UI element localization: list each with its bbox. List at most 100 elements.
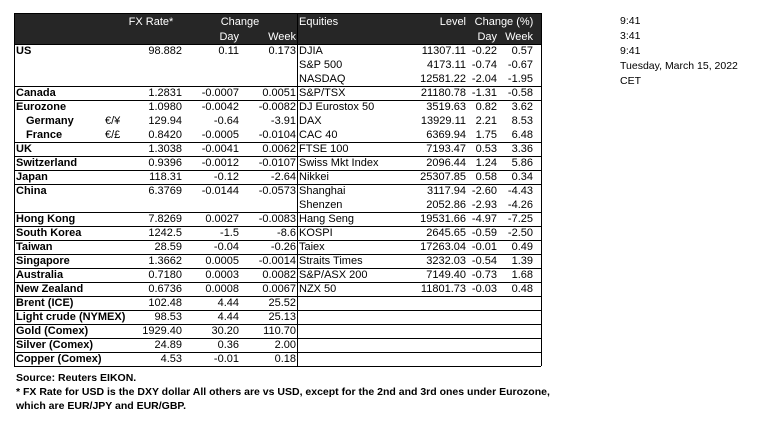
cell: 6.3769 [148, 185, 182, 197]
row-label: Canada [16, 87, 56, 99]
cell: 30.20 [211, 325, 239, 337]
row-label: Australia [16, 269, 64, 281]
cell: S&P/ASX 200 [299, 269, 368, 281]
side-text: 9:41 [620, 15, 641, 27]
cell: -1.5 [220, 227, 239, 239]
cell: Shenzen [299, 199, 343, 211]
cell: -0.04 [213, 241, 239, 253]
cell: -0.22 [471, 45, 497, 57]
cell: €/£ [105, 129, 121, 141]
cell: 0.36 [217, 339, 239, 351]
row-border [14, 268, 541, 269]
cell: NASDAQ [299, 73, 346, 85]
row-border [14, 240, 541, 241]
cell: -4.43 [507, 185, 533, 197]
cell: -0.0012 [201, 157, 239, 169]
cell: -4.97 [471, 213, 497, 225]
cell: 2645.65 [426, 227, 466, 239]
column-border [297, 13, 298, 366]
cell: -0.58 [507, 87, 533, 99]
cell: 0.48 [511, 283, 533, 295]
side-text: Tuesday, March 15, 2022 [620, 60, 738, 72]
header-cell: Change [220, 16, 260, 28]
cell: 3117.94 [427, 185, 466, 197]
cell: 0.0082 [262, 269, 296, 281]
cell: KOSPI [299, 227, 333, 239]
header-cell: Day [219, 31, 239, 43]
cell: 6.48 [511, 129, 533, 141]
header-band [14, 13, 541, 44]
cell: -1.95 [507, 73, 533, 85]
cell: 4.53 [160, 353, 182, 365]
row-label: Japan [16, 171, 48, 183]
cell: DJ Eurostox 50 [299, 101, 375, 113]
cell: -0.0042 [201, 101, 239, 113]
header-cell: Equities [299, 16, 339, 28]
cell: Hang Seng [299, 213, 355, 225]
side-text: CET [620, 75, 641, 87]
cell: 0.0062 [262, 143, 296, 155]
row-border [14, 324, 541, 325]
cell: 0.0008 [205, 283, 239, 295]
header-cell: Level [439, 16, 466, 28]
header-cell: FX Rate* [128, 16, 174, 28]
row-border [14, 86, 541, 87]
cell: -8.6 [277, 227, 296, 239]
cell: -2.04 [471, 73, 497, 85]
cell: 3519.63 [426, 101, 466, 113]
row-border [14, 338, 541, 339]
cell: 4.44 [217, 297, 239, 309]
cell: 0.0005 [205, 255, 239, 267]
cell: 0.18 [274, 353, 296, 365]
cell: 4173.11 [427, 59, 466, 71]
cell: -0.0144 [201, 185, 239, 197]
cell: 19531.66 [420, 213, 466, 225]
cell: 1242.5 [148, 227, 182, 239]
cell: 8.53 [511, 115, 533, 127]
cell: 0.0003 [205, 269, 239, 281]
cell: 3.36 [511, 143, 533, 155]
row-label: Eurozone [16, 101, 67, 113]
cell: 2.21 [475, 115, 497, 127]
cell: CAC 40 [299, 129, 338, 141]
cell: -0.0107 [258, 157, 296, 169]
cell: 0.11 [218, 45, 239, 57]
cell: S&P/TSX [299, 87, 346, 99]
cell: -0.0041 [201, 143, 239, 155]
header-cell: Week [505, 31, 533, 43]
cell: 0.173 [268, 45, 296, 57]
cell: -0.0573 [258, 185, 296, 197]
note: which are EUR/JPY and EUR/GBP. [16, 400, 186, 412]
cell: 24.89 [154, 339, 182, 351]
side-text: 9:41 [620, 45, 641, 57]
cell: 0.8420 [148, 129, 182, 141]
row-border [14, 282, 541, 283]
cell: 25.52 [268, 297, 296, 309]
row-border [14, 296, 541, 297]
cell: 1.24 [475, 157, 497, 169]
row-border [14, 212, 541, 213]
note: Source: Reuters EIKON. [16, 372, 137, 384]
cell: 0.7180 [148, 269, 182, 281]
row-label: US [16, 45, 32, 57]
cell: 25.13 [268, 311, 296, 323]
cell: 25307.85 [420, 171, 466, 183]
cell: 6369.94 [426, 129, 466, 141]
note: * FX Rate for USD is the DXY dollar All … [16, 386, 550, 398]
row-label: Silver (Comex) [16, 339, 94, 351]
cell: -4.26 [507, 199, 533, 211]
cell: -7.25 [507, 213, 533, 225]
side-text: 3:41 [620, 30, 641, 42]
row-border [14, 44, 541, 45]
cell: 0.0027 [205, 213, 239, 225]
cell: Swiss Mkt Index [299, 157, 379, 169]
cell: 11801.73 [420, 283, 466, 295]
cell: 0.49 [511, 241, 533, 253]
cell: -0.0005 [201, 129, 239, 141]
cell: 0.82 [475, 101, 497, 113]
cell: -0.01 [213, 353, 239, 365]
cell: -2.64 [270, 171, 296, 183]
cell: -2.93 [471, 199, 497, 211]
cell: -0.0007 [201, 87, 239, 99]
